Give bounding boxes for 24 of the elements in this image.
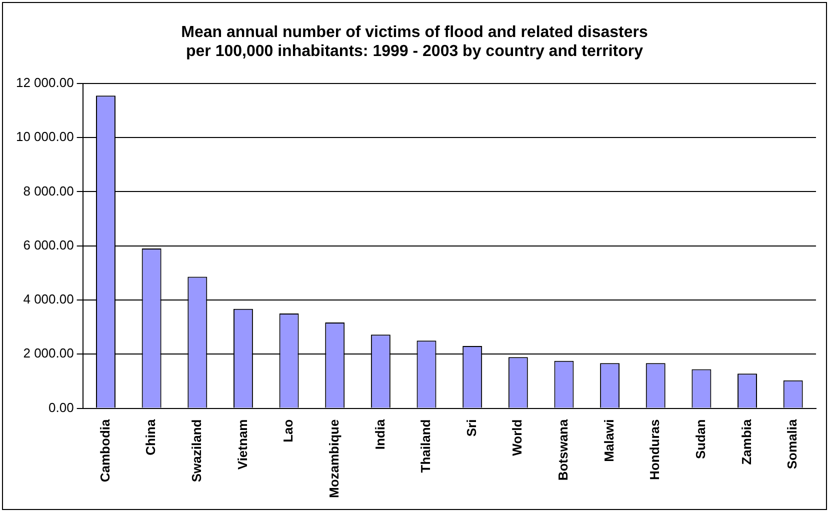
y-tick-label: 6 000.00 [23,237,74,252]
x-tick-label: Sri [464,419,479,437]
chart-title: Mean annual number of victims of flood and related disasters per 100,000 inhabitants: 1999 - 2003 by country and territory [181,24,648,60]
x-tick-label: Mozambique [326,419,342,498]
x-tick-label: Botswana [556,418,571,481]
y-tick-label: 4 000.00 [23,292,74,307]
x-tick-label: Sudan [693,419,708,460]
y-tick-label: 2 000.00 [23,346,74,361]
y-tick-label: 8 000.00 [23,183,74,198]
x-tick-label: World [510,419,525,456]
x-tick-label: Zambia [738,418,754,465]
x-tick-label: China [143,418,158,456]
y-tick-label: 0.00 [48,400,74,415]
x-tick-label: Somalia [784,418,800,470]
y-tick-label: 10 000.00 [16,129,74,144]
x-tick-label: Malawi [601,419,616,462]
x-tick-label: Lao [280,419,296,442]
x-tick-label: Honduras [647,419,662,480]
x-tick-label: Vietnam [234,419,250,470]
y-tick-label: 12 000.00 [16,74,74,90]
x-tick-label: India [372,418,388,450]
x-tick-label: Thailand [418,419,434,473]
x-tick-label: Cambodia [97,418,112,482]
x-tick-label: Swaziland [188,419,204,482]
